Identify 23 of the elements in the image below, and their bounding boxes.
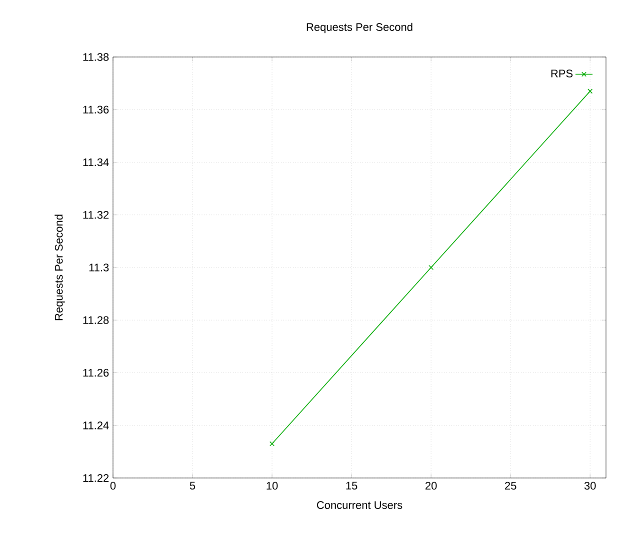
legend-label: RPS: [551, 70, 573, 78]
y-tick-label: 11.28: [83, 316, 109, 324]
point: [428, 264, 434, 270]
y-tick-label: 11.38: [83, 53, 109, 61]
y-tick-label: 11.34: [83, 158, 109, 166]
y-axis-title: Requests Per Second: [54, 214, 65, 320]
x-axis-title: Concurrent Users: [316, 501, 402, 509]
x-tick-label: 25: [505, 482, 516, 490]
y-tick-label: 11.32: [83, 210, 109, 219]
x-tick-label: 15: [346, 482, 358, 490]
x-tick-label: 5: [190, 482, 196, 490]
y-tick-label: 11.22: [83, 474, 109, 482]
x-tick-label: 30: [584, 482, 596, 490]
x-tick-label: 0: [110, 482, 116, 490]
x-tick-label: 10: [266, 482, 278, 490]
x-tick-label: 20: [425, 482, 437, 490]
y-tick-label: 11.3: [89, 264, 109, 272]
y-tick-label: 11.26: [83, 368, 109, 377]
point: [270, 441, 275, 446]
y-tick-label: 11.36: [83, 106, 109, 114]
y-tick-label: 11.24: [83, 422, 109, 430]
chart-title: Requests Per Second: [306, 22, 412, 34]
point: [588, 88, 593, 94]
